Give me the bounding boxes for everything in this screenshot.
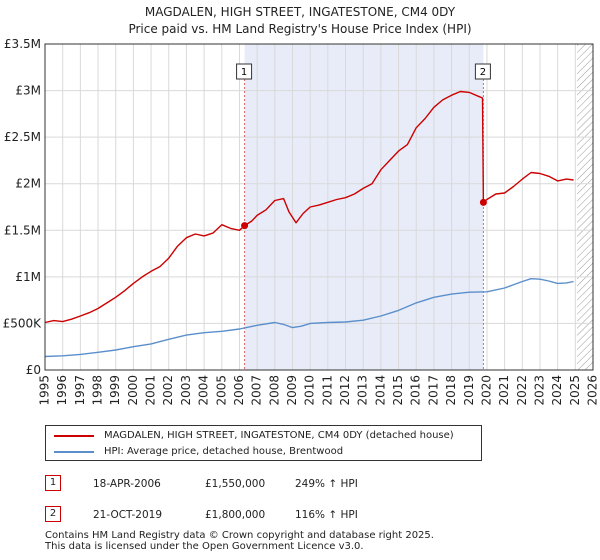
x-tick-label: 2007 bbox=[250, 375, 264, 406]
x-tick-label: 2000 bbox=[126, 375, 140, 406]
future-hatch bbox=[577, 44, 593, 370]
sale-price: £1,800,000 bbox=[205, 509, 266, 521]
footer: Contains HM Land Registry data © Crown c… bbox=[45, 530, 434, 552]
legend-label-hpi: HPI: Average price, detached house, Bren… bbox=[104, 446, 344, 457]
x-tick-label: 1997 bbox=[73, 375, 87, 406]
legend-line-hpi bbox=[54, 451, 94, 453]
sale-date: 18-APR-2006 bbox=[93, 478, 161, 490]
y-tick-label: £1.5M bbox=[4, 223, 41, 237]
x-tick-label: 2022 bbox=[515, 375, 529, 406]
x-tick-label: 2018 bbox=[444, 375, 458, 406]
sale-label-box bbox=[474, 63, 491, 80]
x-tick-label: 2016 bbox=[409, 375, 423, 406]
x-tick-label: 2025 bbox=[568, 375, 582, 406]
x-tick-label: 2021 bbox=[497, 375, 511, 406]
x-tick-label: 2008 bbox=[267, 375, 281, 406]
hpi-series-line bbox=[44, 278, 574, 358]
sale-label-number: 1 bbox=[241, 67, 247, 78]
sale-price: £1,550,000 bbox=[205, 478, 266, 490]
x-tick-label: 2020 bbox=[479, 375, 493, 406]
x-tick-label: 2019 bbox=[462, 375, 476, 406]
legend-label-property: MAGDALEN, HIGH STREET, INGATESTONE, CM4 … bbox=[104, 430, 454, 441]
y-tick-label: £1M bbox=[15, 270, 41, 284]
sale-hpi-change: 116% ↑ HPI bbox=[295, 509, 358, 521]
plot-frame bbox=[44, 43, 594, 371]
sale-point bbox=[241, 222, 249, 230]
sale-marker-1: 1 bbox=[45, 475, 61, 491]
x-tick-label: 2024 bbox=[550, 375, 564, 406]
sale-marker-2: 2 bbox=[45, 506, 61, 522]
x-tick-label: 2006 bbox=[232, 375, 246, 406]
sale-date: 21-OCT-2019 bbox=[93, 509, 162, 521]
x-tick-label: 1995 bbox=[38, 375, 52, 406]
x-tick-label: 2003 bbox=[179, 375, 193, 406]
y-tick-label: £3M bbox=[15, 84, 41, 98]
x-tick-label: 1998 bbox=[91, 375, 105, 406]
ownership-period-shading bbox=[244, 44, 484, 370]
sale-label-box bbox=[236, 63, 253, 80]
legend-item-property: MAGDALEN, HIGH STREET, INGATESTONE, CM4 … bbox=[54, 428, 454, 444]
chart-title: MAGDALEN, HIGH STREET, INGATESTONE, CM4 … bbox=[145, 5, 456, 19]
x-tick-label: 1999 bbox=[108, 375, 122, 406]
x-tick-label: 2009 bbox=[285, 375, 299, 406]
y-tick-label: £2M bbox=[15, 177, 41, 191]
chart: MAGDALEN, HIGH STREET, INGATESTONE, CM4 … bbox=[3, 5, 600, 406]
legend-line-property bbox=[54, 435, 94, 437]
x-tick-label: 2023 bbox=[532, 375, 546, 406]
chart-subtitle: Price paid vs. HM Land Registry's House … bbox=[128, 22, 471, 36]
y-tick-label: £2.5M bbox=[4, 130, 41, 144]
x-tick-label: 2005 bbox=[214, 375, 228, 406]
y-tick-label: £3.5M bbox=[4, 37, 41, 51]
y-tick-label: £0 bbox=[26, 363, 41, 377]
x-tick-label: 2011 bbox=[320, 375, 334, 406]
sale-label-number: 2 bbox=[480, 67, 486, 78]
x-tick-label: 2004 bbox=[197, 375, 211, 406]
x-tick-label: 1996 bbox=[55, 375, 69, 406]
sale-hpi-change: 249% ↑ HPI bbox=[295, 478, 358, 490]
x-tick-label: 2013 bbox=[356, 375, 370, 406]
x-tick-label: 2010 bbox=[303, 375, 317, 406]
legend-item-hpi: HPI: Average price, detached house, Bren… bbox=[54, 444, 343, 460]
y-tick-label: £500K bbox=[3, 316, 43, 330]
footer-copyright: Contains HM Land Registry data © Crown c… bbox=[45, 530, 434, 541]
x-tick-label: 2015 bbox=[391, 375, 405, 406]
x-tick-label: 2014 bbox=[373, 375, 387, 406]
sale-point bbox=[479, 198, 487, 206]
x-tick-label: 2001 bbox=[144, 375, 158, 406]
x-tick-label: 2002 bbox=[161, 375, 175, 406]
legend: MAGDALEN, HIGH STREET, INGATESTONE, CM4 … bbox=[45, 425, 482, 461]
x-tick-label: 2026 bbox=[586, 375, 600, 406]
footer-licence: This data is licensed under the Open Gov… bbox=[45, 541, 364, 552]
x-tick-label: 2012 bbox=[338, 375, 352, 406]
x-tick-label: 2017 bbox=[426, 375, 440, 406]
